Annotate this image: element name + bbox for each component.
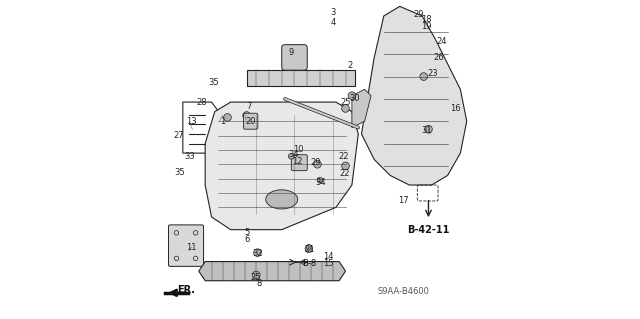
Text: 26: 26 — [433, 53, 444, 62]
Text: 22: 22 — [340, 169, 350, 178]
Polygon shape — [246, 70, 355, 86]
Text: 11: 11 — [186, 243, 197, 252]
Circle shape — [424, 125, 432, 133]
Text: 19: 19 — [420, 22, 431, 31]
Text: 2: 2 — [348, 61, 353, 70]
Text: 31: 31 — [422, 126, 432, 135]
Ellipse shape — [266, 190, 298, 209]
Text: 28: 28 — [196, 98, 207, 107]
Text: 17: 17 — [399, 197, 409, 205]
FancyBboxPatch shape — [282, 45, 307, 70]
Text: 30: 30 — [349, 94, 360, 103]
Polygon shape — [352, 89, 371, 128]
Ellipse shape — [289, 153, 294, 159]
Text: B-42-11: B-42-11 — [407, 225, 450, 235]
FancyBboxPatch shape — [243, 113, 258, 129]
Text: 5: 5 — [244, 228, 249, 237]
Text: FR.: FR. — [177, 285, 195, 295]
Text: 29: 29 — [413, 10, 424, 19]
Text: 23: 23 — [427, 69, 438, 78]
Text: 13: 13 — [186, 117, 197, 126]
Text: 25: 25 — [250, 273, 261, 282]
Circle shape — [305, 245, 313, 253]
Text: S9AA-B4600: S9AA-B4600 — [377, 287, 429, 296]
Text: 10: 10 — [293, 145, 303, 154]
Text: 8: 8 — [257, 279, 262, 288]
Text: 1: 1 — [220, 117, 225, 126]
Text: 20: 20 — [245, 117, 256, 126]
Text: 25: 25 — [340, 98, 351, 107]
Ellipse shape — [307, 244, 311, 250]
Text: 35: 35 — [174, 168, 185, 177]
Text: 6: 6 — [244, 235, 250, 244]
Text: 14: 14 — [323, 252, 334, 261]
Polygon shape — [205, 102, 358, 230]
Text: 3: 3 — [330, 8, 335, 17]
Text: 24: 24 — [436, 37, 447, 46]
FancyBboxPatch shape — [291, 155, 307, 171]
Text: 15: 15 — [323, 259, 334, 268]
Text: 18: 18 — [420, 15, 431, 24]
Ellipse shape — [317, 177, 323, 183]
Text: 9: 9 — [288, 48, 293, 57]
Text: B-8: B-8 — [303, 259, 317, 268]
Text: 12: 12 — [292, 157, 303, 166]
Text: 27: 27 — [173, 131, 184, 140]
Circle shape — [342, 162, 349, 170]
Text: 7: 7 — [246, 102, 252, 111]
Text: 34: 34 — [289, 150, 299, 159]
Polygon shape — [362, 6, 467, 185]
Text: 33: 33 — [184, 152, 195, 161]
Circle shape — [420, 73, 428, 80]
Text: 16: 16 — [451, 104, 461, 113]
Polygon shape — [199, 262, 346, 281]
Text: 4: 4 — [331, 18, 337, 27]
Text: 29: 29 — [310, 158, 321, 167]
Text: 34: 34 — [316, 178, 326, 187]
Text: 32: 32 — [252, 249, 262, 258]
Circle shape — [253, 249, 261, 256]
Circle shape — [243, 112, 250, 119]
FancyBboxPatch shape — [168, 225, 204, 266]
Text: 35: 35 — [208, 78, 219, 87]
Circle shape — [342, 105, 349, 112]
Circle shape — [348, 92, 356, 100]
Circle shape — [252, 271, 260, 279]
Circle shape — [314, 160, 321, 168]
Circle shape — [223, 114, 231, 121]
Text: 21: 21 — [305, 245, 315, 254]
Text: 22: 22 — [339, 152, 349, 161]
